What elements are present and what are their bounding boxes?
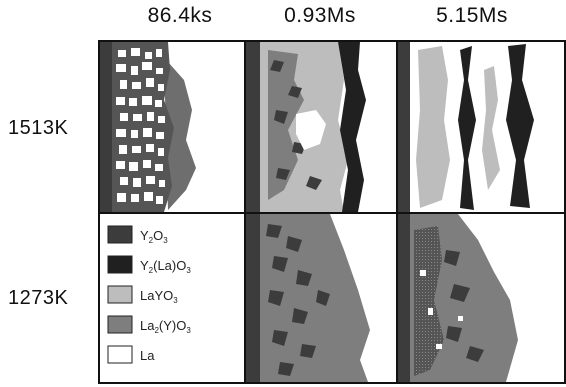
microstructure-figure: Y2O3 Y2(La)O3 LaYO3 La2(Y)O3 La (98, 40, 566, 384)
row-label-1273k: 1273K (8, 287, 69, 309)
row-label-1513k: 1513K (8, 117, 69, 139)
legend-swatch (107, 285, 133, 304)
column-label-5-15ms: 5.15Ms (436, 4, 508, 27)
legend-label: Y2O3 (140, 228, 168, 245)
panel-1273k-093ms (246, 214, 396, 382)
panel-1513k-86ks (100, 42, 244, 212)
legend-swatch (107, 255, 133, 274)
column-label-86-4ks: 86.4ks (147, 4, 213, 27)
legend-label: Y2(La)O3 (140, 258, 191, 275)
panel-1513k-515ms (398, 42, 564, 212)
legend-label: La2(Y)O3 (140, 318, 191, 335)
legend-label: La (140, 348, 155, 363)
legend-label: LaYO3 (140, 288, 178, 305)
figure-frame (98, 40, 566, 384)
legend-swatch (107, 315, 133, 334)
legend: Y2O3 Y2(La)O3 LaYO3 La2(Y)O3 La (107, 225, 191, 364)
panel-1273k-515ms (398, 214, 564, 382)
legend-swatch (107, 225, 133, 244)
panel-1513k-093ms (246, 42, 396, 212)
column-label-0-93ms: 0.93Ms (284, 4, 356, 27)
legend-swatch (107, 345, 133, 364)
